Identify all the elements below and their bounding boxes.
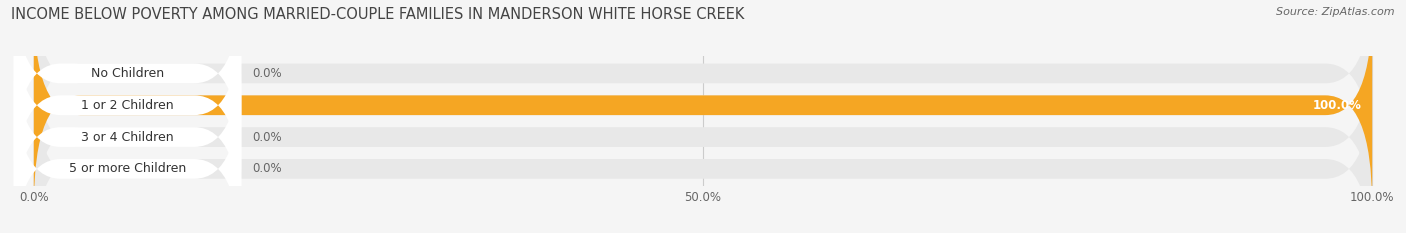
Text: 100.0%: 100.0% xyxy=(1313,99,1361,112)
FancyBboxPatch shape xyxy=(14,0,242,175)
FancyBboxPatch shape xyxy=(34,0,1372,175)
Text: No Children: No Children xyxy=(91,67,165,80)
Text: Source: ZipAtlas.com: Source: ZipAtlas.com xyxy=(1277,7,1395,17)
Text: 3 or 4 Children: 3 or 4 Children xyxy=(82,130,174,144)
FancyBboxPatch shape xyxy=(14,4,242,207)
Text: INCOME BELOW POVERTY AMONG MARRIED-COUPLE FAMILIES IN MANDERSON WHITE HORSE CREE: INCOME BELOW POVERTY AMONG MARRIED-COUPL… xyxy=(11,7,745,22)
FancyBboxPatch shape xyxy=(14,67,242,233)
FancyBboxPatch shape xyxy=(14,36,242,233)
Text: 0.0%: 0.0% xyxy=(252,162,281,175)
Text: 0.0%: 0.0% xyxy=(252,130,281,144)
Text: 1 or 2 Children: 1 or 2 Children xyxy=(82,99,174,112)
FancyBboxPatch shape xyxy=(34,4,1372,207)
FancyBboxPatch shape xyxy=(34,67,1372,233)
Text: 5 or more Children: 5 or more Children xyxy=(69,162,186,175)
Text: 0.0%: 0.0% xyxy=(252,67,281,80)
FancyBboxPatch shape xyxy=(34,36,1372,233)
FancyBboxPatch shape xyxy=(34,4,1372,207)
